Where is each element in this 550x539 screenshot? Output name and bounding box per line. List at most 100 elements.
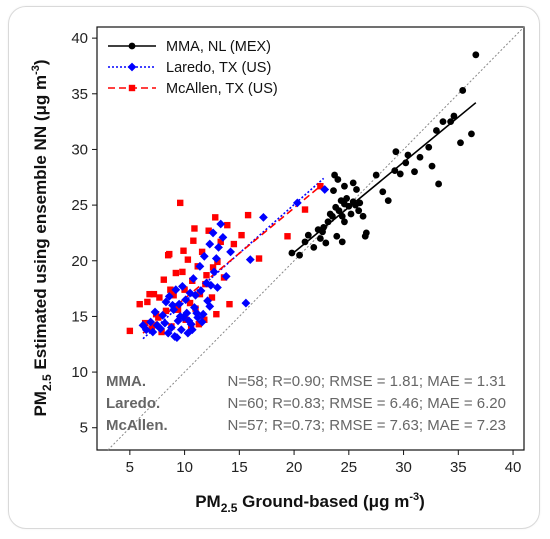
mma-nl-mex-point (341, 218, 348, 226)
laredo-tx-us-point (148, 327, 158, 337)
mcallen-tx-us-point (195, 321, 203, 328)
mcallen-tx-us-point (172, 269, 180, 277)
mma-nl-mex-point (330, 187, 337, 195)
mcallen-tx-us-point (301, 206, 309, 213)
plot-area (96, 26, 525, 451)
mma-nl-mex-point (392, 148, 400, 156)
x-tick-label: 25 (340, 459, 357, 476)
mma-nl-mex-point (328, 212, 336, 220)
x-tick-label: 10 (176, 459, 193, 476)
mcallen-tx-us-point (156, 294, 163, 301)
mcallen-tx-us-point (224, 221, 231, 229)
stat-values: N=60; R=0.83; RMSE = 6.46; MAE = 6.20 (228, 395, 507, 412)
laredo-tx-us-point (213, 283, 222, 292)
y-tick-label: 40 (71, 30, 88, 47)
mcallen-tx-us-point (146, 290, 153, 298)
mma-nl-mex-point (301, 238, 309, 246)
laredo-tx-us-point (160, 318, 170, 328)
mcallen-tx-us-point (230, 240, 238, 248)
laredo-tx-us-point (320, 185, 330, 194)
mma-nl-mex-point (310, 244, 318, 251)
laredo-tx-us-point (226, 247, 235, 257)
legend-marker-mcallen-tx-us (128, 84, 136, 92)
stat-site-name: McAllen. (106, 417, 168, 434)
mcallen-tx-us-point (155, 314, 162, 321)
mma-nl-mex-point (296, 251, 303, 259)
laredo-tx-us-point (150, 307, 160, 317)
mcallen-tx-us-point (196, 290, 204, 298)
y-tick-label: 15 (71, 308, 88, 325)
mma-nl-mex-point (450, 112, 458, 120)
mma-nl-mex-point (320, 223, 328, 231)
identity-line (107, 26, 525, 451)
x-axis-title: PM2.5 Ground-based (μg m-3) (195, 491, 425, 515)
y-tick-label: 30 (71, 141, 88, 158)
laredo-tx-us-point (292, 198, 302, 208)
mma-nl-mex-point (338, 238, 346, 246)
mcallen-tx-us-point (238, 231, 245, 239)
mma-nl-mex-point (428, 162, 436, 170)
laredo-tx-us-point (174, 299, 184, 309)
laredo-tx-us-point (198, 309, 208, 319)
mma-nl-mex-point (468, 130, 475, 138)
mma-nl-mex-point (353, 186, 360, 193)
mma-nl-mex-point (384, 197, 392, 205)
mma-nl-mex-point (425, 143, 433, 151)
mma-nl-mex-point (349, 179, 357, 187)
mcallen-tx-us-point (190, 237, 197, 244)
mma-nl-mex-point (356, 199, 364, 207)
mcallen-tx-us-point (170, 292, 177, 299)
mcallen-tx-us-point (213, 310, 220, 318)
y-tick-label: 35 (71, 86, 88, 103)
mcallen-tx-us-point (205, 227, 212, 234)
mma-nl-mex-point (372, 171, 380, 179)
mcallen-tx-us-point (255, 255, 263, 262)
y-tick-label: 20 (71, 253, 88, 270)
chart-frame (8, 6, 540, 529)
mma-nl-mex-point (333, 232, 341, 240)
mma-nl-mex-point (316, 235, 324, 242)
mma-nl-mex-point (355, 207, 363, 215)
x-tick-label: 5 (126, 459, 134, 476)
laredo-tx-us-point (245, 255, 255, 265)
laredo-tx-us-point (206, 280, 216, 290)
laredo-tx-us-point (163, 328, 173, 338)
laredo-tx-us-point (199, 251, 209, 261)
laredo-tx-us-point (196, 286, 206, 296)
laredo-tx-us-point (181, 295, 191, 305)
laredo-tx-us-point (164, 291, 174, 301)
mma-nl-mex-point (447, 118, 455, 126)
y-axis-title: PM2.5 Estimated using ensemble NN (μg m-… (30, 59, 54, 416)
mcallen-tx-us-point (181, 286, 188, 293)
mcallen-tx-us-point (160, 276, 167, 283)
mcallen-tx-us-point (150, 290, 158, 298)
laredo-tx-us-point (197, 317, 207, 327)
mma-nl-mex-point (343, 195, 351, 202)
mcallen-tx-us-point (180, 247, 187, 254)
laredo-tx-us-point (259, 212, 268, 222)
laredo-tx-us-point (184, 316, 194, 326)
mcallen-tx-us-point (203, 272, 210, 279)
laredo-tx-us-point (156, 324, 165, 334)
mma-nl-mex-point (472, 51, 480, 59)
mcallen-tx-us-point (244, 211, 252, 219)
x-tick-label: 15 (231, 459, 248, 476)
mma-nl-mex-point (396, 170, 404, 178)
mcallen-tx-us-point (201, 316, 208, 323)
mma-nl-mex-point (345, 202, 353, 210)
mcallen-tx-us-point (186, 299, 194, 307)
laredo-tx-us-point (208, 228, 218, 238)
laredo-tx-us-point (205, 302, 215, 311)
laredo-tx-us-point (146, 317, 156, 327)
mma-nl-mex-point (379, 188, 387, 196)
laredo-tx-us-point (214, 243, 223, 252)
mma-nl-mex-point (416, 153, 424, 161)
mcallen-tx-us-point (284, 233, 291, 240)
y-tick-label: 25 (71, 197, 88, 214)
mcallen-tx-us-point (214, 258, 221, 266)
legend-label-laredo-tx-us: Laredo, TX (US) (166, 60, 271, 76)
laredo-tx-us-point (190, 303, 199, 312)
laredo-tx-us-point (218, 232, 228, 242)
mcallen-tx-us-point (177, 199, 184, 207)
